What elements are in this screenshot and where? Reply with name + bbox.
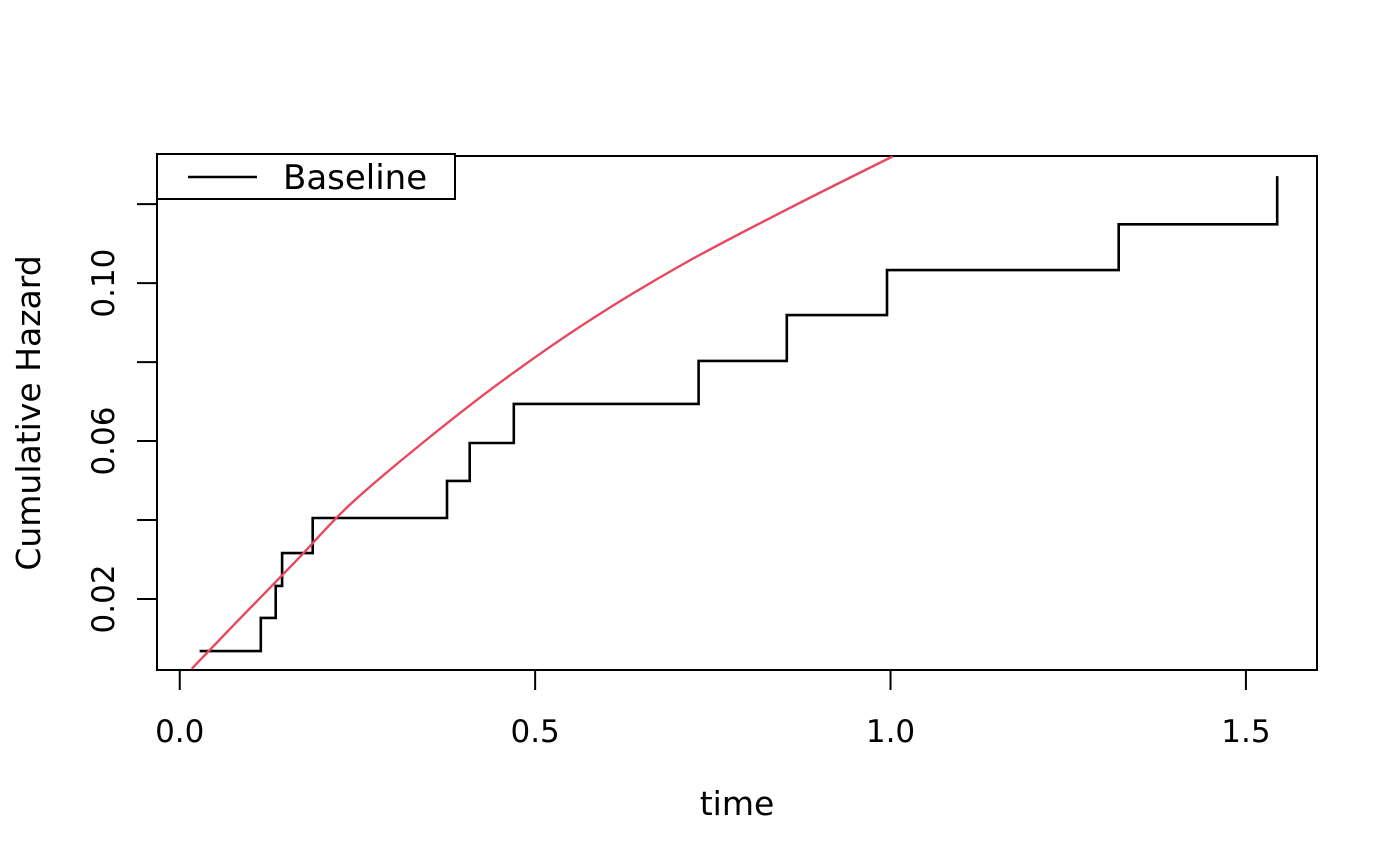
x-axis-title: time (700, 784, 775, 823)
y-tick-label: 0.10 (86, 249, 122, 318)
x-tick-label: 0.0 (155, 714, 204, 750)
fitted-hazard-curve (190, 155, 894, 670)
x-tick-label: 1.0 (866, 714, 915, 750)
legend: Baseline (156, 153, 456, 200)
legend-entry-label: Baseline (283, 158, 427, 198)
legend-box (156, 153, 456, 200)
y-tick-label: 0.02 (86, 564, 122, 633)
plot-border (156, 155, 1318, 671)
x-tick-label: 1.5 (1221, 714, 1270, 750)
x-tick-label: 0.5 (510, 714, 559, 750)
y-tick-label: 0.06 (86, 407, 122, 476)
y-axis-title: Cumulative Hazard (9, 255, 48, 570)
baseline-step-line (199, 176, 1279, 653)
